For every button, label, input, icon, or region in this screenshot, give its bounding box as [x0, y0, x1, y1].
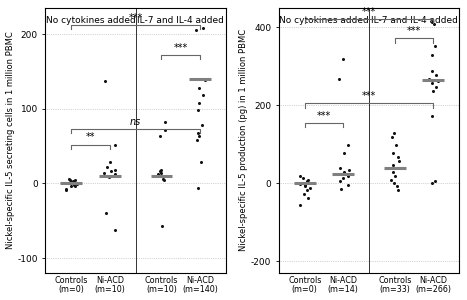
Y-axis label: Nickel-specific IL-5 production (pg) in 1 million PBMC: Nickel-specific IL-5 production (pg) in … [239, 29, 248, 251]
Text: ***: *** [174, 43, 188, 53]
Text: ***: *** [362, 7, 376, 17]
Y-axis label: Nickel-specific IL-5 secreting cells in 1 million PBMC: Nickel-specific IL-5 secreting cells in … [6, 32, 14, 249]
Text: ***: *** [407, 26, 421, 36]
Text: No cytokines added: No cytokines added [279, 16, 369, 25]
Text: ***: *** [128, 13, 143, 23]
Text: ns: ns [130, 117, 141, 127]
Text: No cytokines added: No cytokines added [46, 16, 135, 25]
Text: IL-7 and IL-4 added: IL-7 and IL-4 added [137, 16, 224, 25]
Text: ***: *** [317, 111, 331, 121]
Text: IL-7 and IL-4 added: IL-7 and IL-4 added [371, 16, 458, 25]
Text: **: ** [86, 132, 95, 142]
Text: ***: *** [362, 91, 376, 101]
